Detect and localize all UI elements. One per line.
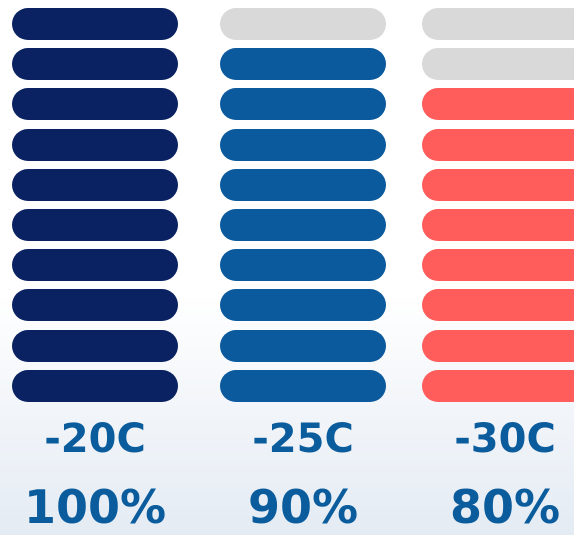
filled-segment	[422, 209, 574, 241]
filled-segment	[12, 289, 178, 321]
empty-segment	[220, 8, 386, 40]
filled-segment	[220, 209, 386, 241]
filled-segment	[220, 169, 386, 201]
filled-segment	[12, 249, 178, 281]
filled-segment	[220, 48, 386, 80]
filled-segment	[422, 169, 574, 201]
capacity-percent-label: 100%	[23, 480, 167, 534]
filled-segment	[220, 289, 386, 321]
filled-segment	[220, 88, 386, 120]
column-minus-20c: -20C 100%	[12, 0, 182, 535]
filled-segment	[12, 129, 178, 161]
filled-segment	[220, 330, 386, 362]
filled-segment	[422, 249, 574, 281]
filled-segment	[422, 88, 574, 120]
temperature-label: -30C	[454, 416, 556, 462]
filled-segment	[422, 129, 574, 161]
temperature-label: -25C	[252, 416, 354, 462]
filled-segment	[220, 249, 386, 281]
column-minus-25c: -25C 90%	[220, 0, 390, 535]
filled-segment	[12, 8, 178, 40]
capacity-percent-label: 80%	[449, 480, 561, 534]
column-minus-30c: -30C 80%	[422, 0, 574, 535]
filled-segment	[12, 88, 178, 120]
filled-segment	[220, 370, 386, 402]
filled-segment	[12, 48, 178, 80]
temperature-label: -20C	[44, 416, 146, 462]
filled-segment	[12, 209, 178, 241]
filled-segment	[12, 370, 178, 402]
filled-segment	[220, 129, 386, 161]
empty-segment	[422, 48, 574, 80]
empty-segment	[422, 8, 574, 40]
filled-segment	[12, 169, 178, 201]
filled-segment	[422, 289, 574, 321]
filled-segment	[422, 370, 574, 402]
capacity-percent-label: 90%	[247, 480, 359, 534]
filled-segment	[422, 330, 574, 362]
filled-segment	[12, 330, 178, 362]
